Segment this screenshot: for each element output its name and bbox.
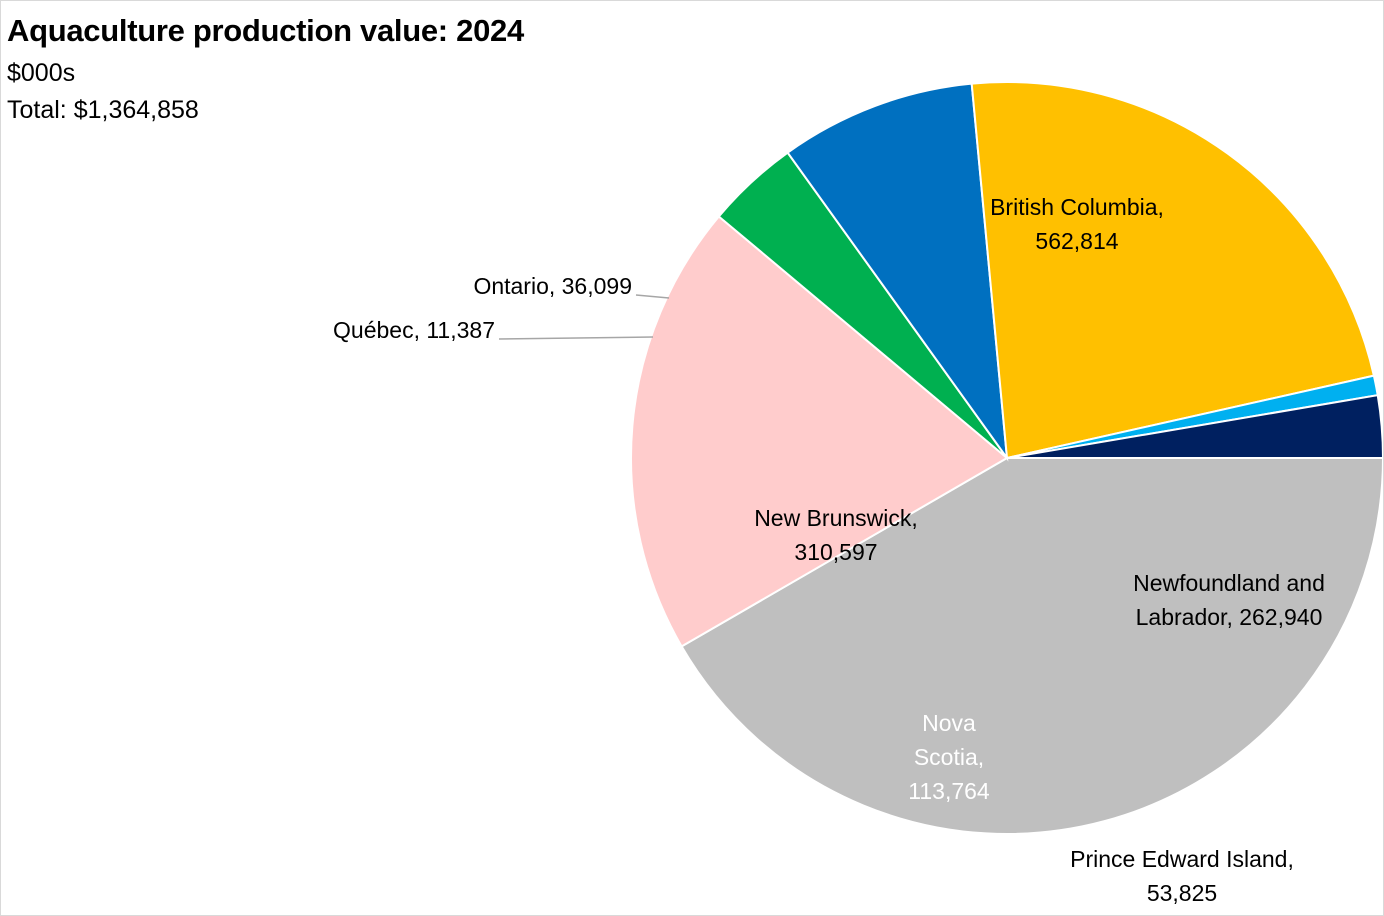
chart-units-subtitle: $000s <box>7 59 76 87</box>
data-label-line: New Brunswick, <box>754 505 918 531</box>
data-label-line: Scotia, <box>914 744 984 770</box>
data-label-ontario: Ontario, 36,099 <box>473 273 632 299</box>
data-label-line: British Columbia, <box>990 194 1164 220</box>
pie-slice-newfoundland-and-labrador <box>630 215 1009 648</box>
data-label-line: 53,825 <box>1147 880 1217 906</box>
leader-line-quebec <box>498 336 654 340</box>
data-label-quebec: Québec, 11,387 <box>333 317 495 343</box>
data-label-line: 113,764 <box>908 778 990 804</box>
data-label-newfoundland-and-labrador: Newfoundland and Labrador, 262,940 <box>1133 570 1325 630</box>
data-label-line: Newfoundland and <box>1133 570 1325 596</box>
leader-line-ontario <box>635 294 670 299</box>
chart-title: Aquaculture production value: 2024 <box>7 13 524 48</box>
pie-slice-british-columbia <box>680 457 1383 835</box>
data-label-line: 562,814 <box>1035 228 1118 254</box>
data-label-nova-scotia: Nova Scotia, 113,764 <box>908 710 990 804</box>
chart-total-subtitle: Total: $1,364,858 <box>7 96 199 124</box>
pie-slice-nova-scotia <box>786 82 1009 462</box>
data-labels: British Columbia, 562,814 Newfoundland and… <box>333 194 1325 906</box>
data-label-line: Labrador, 262,940 <box>1136 604 1323 630</box>
data-label-prince-edward-island: Prince Edward Island, 53,825 <box>1070 846 1294 906</box>
data-label-line: Québec, 11,387 <box>333 317 495 343</box>
data-label-new-brunswick: New Brunswick, 310,597 <box>754 505 918 565</box>
pie-slices <box>630 81 1383 835</box>
pie-slice-new-brunswick <box>970 81 1376 460</box>
data-label-line: Ontario, 36,099 <box>473 273 632 299</box>
data-label-british-columbia: British Columbia, 562,814 <box>990 194 1164 254</box>
data-label-line: Nova <box>922 710 976 736</box>
data-label-line: 310,597 <box>794 539 877 565</box>
data-label-line: Prince Edward Island, <box>1070 846 1294 872</box>
